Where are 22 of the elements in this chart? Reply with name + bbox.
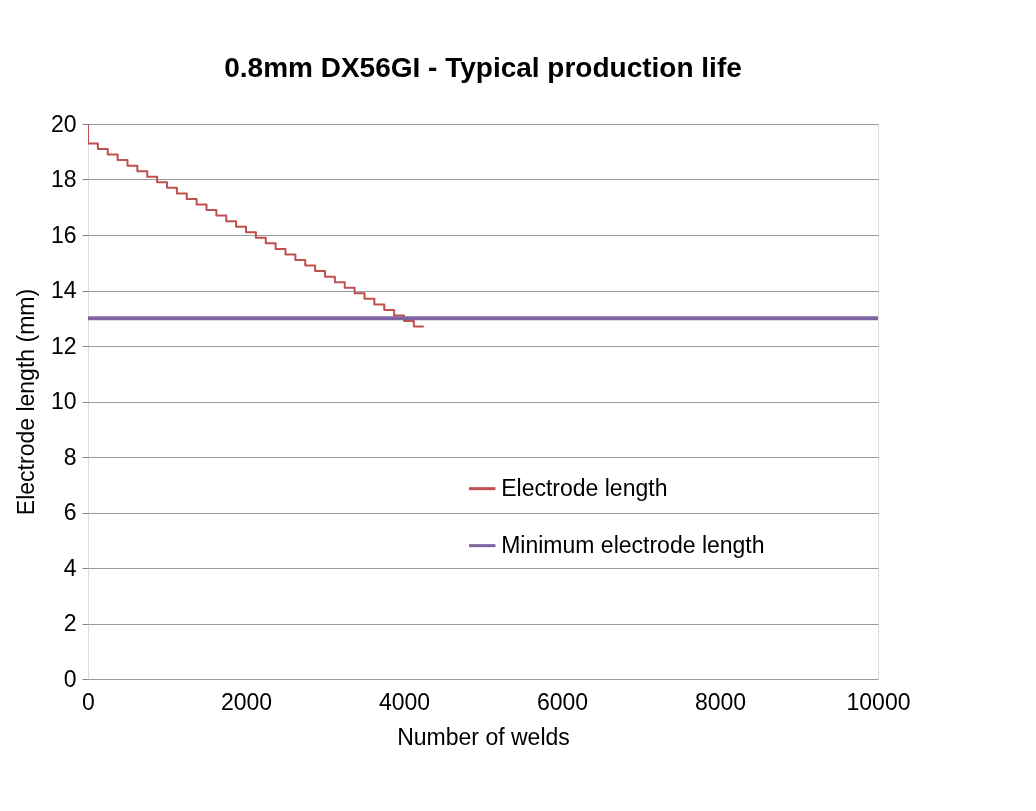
y-tick-label: 18	[50, 166, 77, 192]
y-tick-label: 4	[63, 554, 77, 581]
y-tick-label: 2	[63, 610, 77, 636]
y-tick-label: 20	[50, 110, 77, 137]
y-tick-label: 8	[63, 443, 77, 470]
y-tick-label: 6	[63, 499, 77, 525]
y-tick-label: 0	[63, 665, 77, 692]
x-tick-label: 10000	[846, 688, 911, 715]
y-tick-label: 16	[50, 221, 77, 248]
legend-label: Minimum electrode length	[501, 531, 765, 558]
y-tick-label: 10	[50, 388, 77, 414]
legend-label: Electrode length	[501, 474, 668, 501]
y-tick-label: 12	[50, 332, 77, 359]
x-tick-label: 4000	[378, 688, 431, 715]
y-tick-label: 14	[50, 277, 77, 303]
x-tick-label: 6000	[536, 688, 589, 715]
chart-title: 0.8mm DX56GI - Typical production life	[224, 52, 742, 83]
y-axis-title: Electrode length (mm)	[12, 288, 39, 516]
x-axis-title: Number of welds	[397, 723, 570, 750]
x-tick-label: 2000	[220, 688, 273, 715]
x-tick-label: 0	[82, 688, 95, 715]
x-tick-label: 8000	[694, 688, 747, 715]
